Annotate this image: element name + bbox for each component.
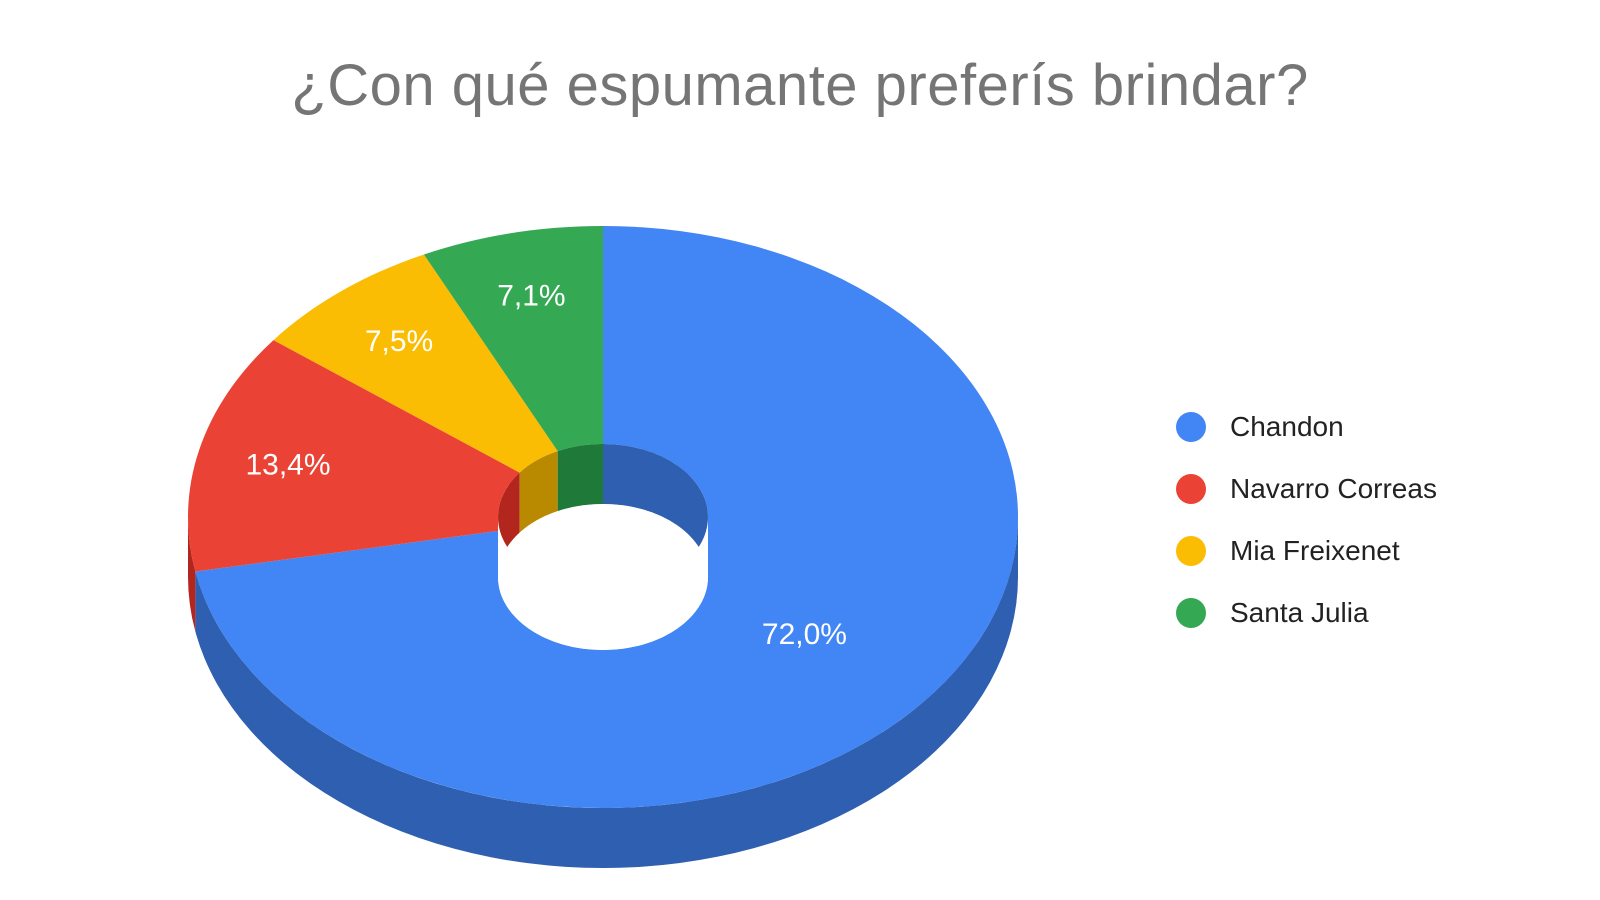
chart-title: ¿Con qué espumante preferís brindar?	[291, 53, 1309, 118]
legend: Chandon Navarro Correas Mia Freixenet Santa…	[1176, 396, 1437, 644]
slice-hole-wall-3-0	[557, 444, 603, 512]
legend-label: Navarro Correas	[1230, 473, 1437, 504]
legend-swatch	[1176, 536, 1206, 566]
slice-tops	[187, 226, 1018, 808]
slice-mia-freixenet[interactable]	[273, 254, 558, 473]
legend-label: Santa Julia	[1230, 597, 1369, 628]
legend-label: Mia Freixenet	[1230, 535, 1400, 566]
slice-navarro-correas[interactable]	[187, 340, 520, 572]
slice-side-1	[188, 517, 196, 632]
legend-swatch	[1176, 412, 1206, 442]
slice-chandon[interactable]	[195, 226, 1018, 808]
slice-sides	[188, 517, 1019, 869]
slice-hole-wall-0-0	[603, 444, 708, 577]
donut-hole-gap	[498, 517, 708, 650]
legend-swatch	[1176, 474, 1206, 504]
slice-label-1: 13,4%	[245, 449, 330, 482]
legend-item-navarro-correas[interactable]: Navarro Correas	[1176, 458, 1437, 520]
slice-labels: 72,0% 13,4% 7,5% 7,1%	[245, 280, 847, 651]
legend-item-mia-freixenet[interactable]: Mia Freixenet	[1176, 520, 1437, 582]
slice-label-2: 7,5%	[365, 325, 433, 358]
legend-label: Chandon	[1230, 411, 1344, 442]
slice-santa-julia[interactable]	[423, 226, 603, 452]
slice-hole-wall-2-0	[519, 451, 558, 533]
legend-item-santa-julia[interactable]: Santa Julia	[1176, 582, 1437, 644]
legend-swatch	[1176, 598, 1206, 628]
slice-side-0	[195, 517, 1019, 869]
slice-label-0: 72,0%	[762, 618, 847, 651]
slice-label-3: 7,1%	[497, 280, 565, 313]
legend-item-chandon[interactable]: Chandon	[1176, 396, 1437, 458]
